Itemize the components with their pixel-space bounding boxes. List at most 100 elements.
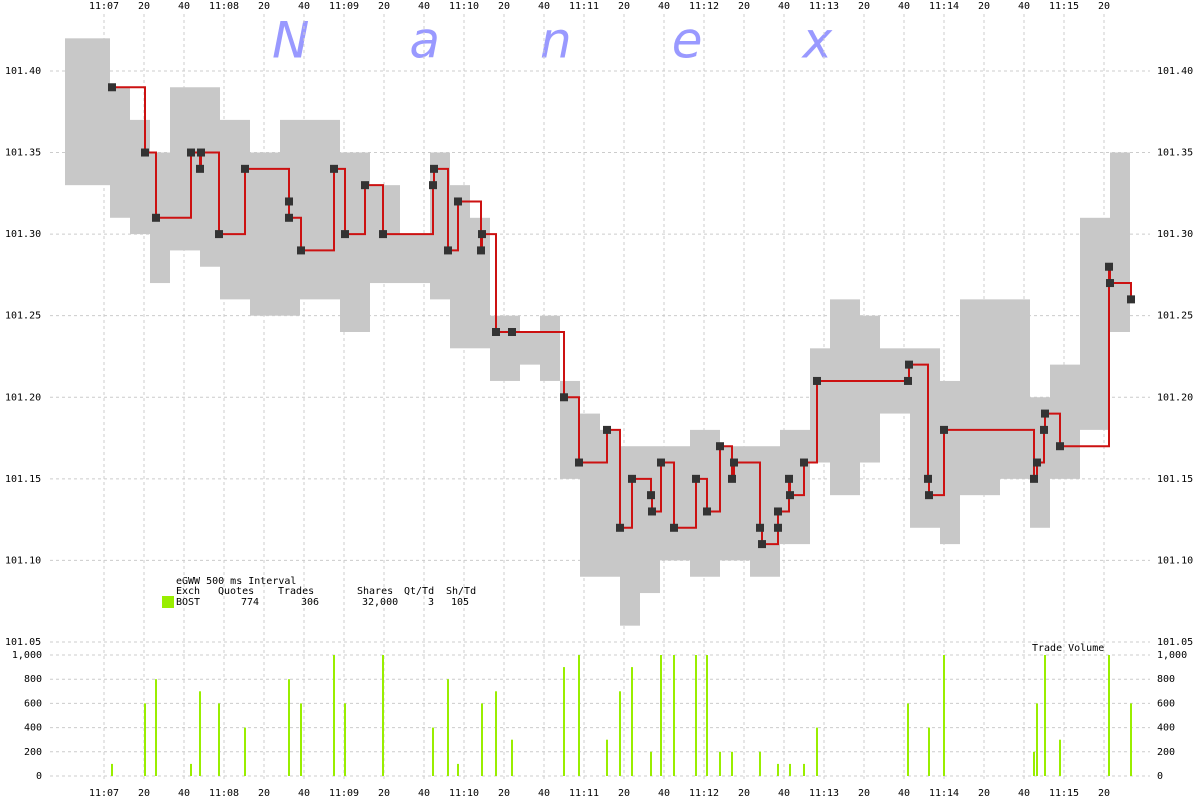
y-tick-label: 800 bbox=[24, 674, 42, 685]
quote-range bbox=[690, 429, 720, 577]
trade-marker bbox=[1056, 442, 1064, 451]
x-tick-label: 20 bbox=[858, 788, 870, 799]
trade-marker bbox=[215, 230, 223, 239]
trade-marker bbox=[575, 458, 583, 467]
y-tick-label: 800 bbox=[1157, 674, 1175, 685]
x-tick-label: 40 bbox=[178, 788, 190, 799]
trade-marker bbox=[1033, 458, 1041, 467]
x-tick-label: 11:07 bbox=[89, 788, 119, 799]
x-tick-label: 40 bbox=[298, 1, 310, 12]
trade-step bbox=[219, 168, 246, 236]
volume-bar bbox=[759, 751, 761, 776]
quote-range bbox=[600, 429, 620, 577]
y-tick-label: 1,000 bbox=[12, 650, 42, 661]
volume-bar bbox=[1033, 751, 1035, 776]
volume-bar bbox=[333, 655, 335, 776]
trade-step bbox=[434, 167, 449, 251]
quote-range bbox=[65, 38, 110, 186]
trade-marker bbox=[728, 474, 736, 483]
quote-range bbox=[910, 348, 940, 528]
trade-marker bbox=[361, 181, 369, 190]
trade-step bbox=[632, 477, 652, 496]
volume-bar bbox=[457, 763, 459, 776]
quote-range bbox=[430, 152, 450, 300]
stats-value: 306 bbox=[301, 597, 319, 608]
volume-bar bbox=[563, 667, 565, 776]
x-tick-label: 11:13 bbox=[809, 788, 839, 799]
quote-range bbox=[780, 429, 810, 545]
y-tick-label: 101.05 bbox=[5, 637, 41, 648]
trade-step bbox=[734, 461, 761, 528]
y-tick-label: 101.30 bbox=[5, 229, 41, 240]
quote-range bbox=[1050, 364, 1080, 479]
volume-bar bbox=[606, 739, 608, 776]
x-tick-label: 40 bbox=[658, 788, 670, 799]
trade-marker bbox=[492, 328, 500, 336]
y-tick-label: 600 bbox=[1157, 698, 1175, 709]
trade-marker bbox=[508, 328, 516, 336]
y-tick-label: 400 bbox=[1157, 723, 1175, 734]
chart-title: Nanex bbox=[272, 12, 932, 70]
stats-value: 32,000 bbox=[362, 597, 398, 608]
y-tick-label: 101.40 bbox=[1157, 66, 1193, 77]
stats-header: Trades bbox=[278, 586, 314, 597]
y-tick-label: 101.20 bbox=[5, 392, 41, 403]
trade-marker bbox=[341, 230, 349, 239]
trade-step bbox=[245, 167, 290, 202]
trade-step bbox=[365, 184, 384, 235]
trade-marker bbox=[905, 360, 913, 369]
volume-bar bbox=[816, 727, 818, 776]
x-tick-label: 11:09 bbox=[329, 788, 359, 799]
trade-marker bbox=[197, 148, 205, 157]
x-tick-label: 40 bbox=[898, 788, 910, 799]
quote-range bbox=[830, 299, 860, 496]
volume-bar bbox=[777, 763, 779, 776]
x-tick-label: 40 bbox=[178, 1, 190, 12]
y-tick-label: 101.30 bbox=[1157, 229, 1193, 240]
x-tick-label: 11:11 bbox=[569, 1, 599, 12]
x-tick-label: 40 bbox=[1018, 1, 1030, 12]
volume-bar bbox=[578, 655, 580, 776]
volume-bar bbox=[1059, 739, 1061, 776]
y-tick-label: 101.10 bbox=[1157, 555, 1193, 566]
trade-marker bbox=[730, 458, 738, 467]
x-tick-label: 11:10 bbox=[449, 1, 479, 12]
trade-marker bbox=[758, 540, 766, 549]
quote-range bbox=[540, 315, 560, 381]
volume-bar bbox=[111, 763, 113, 776]
volume-bar bbox=[673, 655, 675, 776]
y-tick-label: 101.20 bbox=[1157, 392, 1193, 403]
volume-bar bbox=[344, 703, 346, 776]
x-tick-label: 40 bbox=[898, 1, 910, 12]
trade-marker bbox=[285, 197, 293, 206]
quote-range bbox=[640, 446, 660, 594]
trade-step bbox=[804, 380, 818, 464]
y-tick-label: 0 bbox=[36, 771, 42, 782]
volume-bar bbox=[695, 655, 697, 776]
trade-marker bbox=[379, 230, 387, 239]
quote-range bbox=[1110, 152, 1130, 332]
trade-marker bbox=[786, 491, 794, 500]
legend-swatch bbox=[162, 596, 174, 608]
volume-bar bbox=[789, 763, 791, 776]
x-tick-label: 11:09 bbox=[329, 1, 359, 12]
volume-bar bbox=[928, 727, 930, 776]
volume-bar bbox=[719, 751, 721, 776]
stats-header: Qt/Td bbox=[404, 586, 434, 597]
volume-bar bbox=[803, 763, 805, 776]
trade-marker bbox=[648, 507, 656, 516]
x-tick-label: 11:08 bbox=[209, 1, 239, 12]
x-tick-label: 20 bbox=[258, 788, 270, 799]
x-tick-label: 20 bbox=[978, 1, 990, 12]
quote-range bbox=[940, 380, 960, 545]
trade-marker bbox=[297, 246, 305, 255]
x-tick-label: 40 bbox=[1018, 788, 1030, 799]
trade-marker bbox=[285, 213, 293, 222]
trade-step bbox=[112, 86, 146, 153]
quote-range bbox=[1080, 217, 1110, 430]
y-tick-label: 101.40 bbox=[5, 66, 41, 77]
quote-range bbox=[860, 315, 880, 463]
stats-value: 774 bbox=[241, 597, 259, 608]
trade-marker bbox=[444, 246, 452, 255]
x-tick-label: 20 bbox=[1098, 788, 1110, 799]
